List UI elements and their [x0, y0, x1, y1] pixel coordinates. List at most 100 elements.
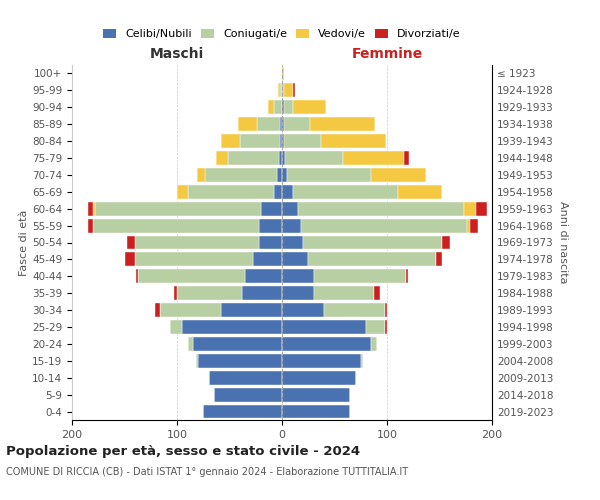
- Bar: [361, 354, 363, 368]
- Bar: [282, 117, 284, 131]
- Legend: Celibi/Nubili, Coniugati/e, Vedovi/e, Divorziati/e: Celibi/Nubili, Coniugati/e, Vedovi/e, Di…: [99, 24, 465, 44]
- Bar: [467, 218, 470, 232]
- Bar: [282, 337, 371, 351]
- Bar: [216, 151, 229, 165]
- Bar: [135, 252, 253, 266]
- Bar: [385, 303, 387, 317]
- Bar: [282, 185, 293, 198]
- Bar: [88, 202, 93, 215]
- Bar: [310, 117, 376, 131]
- Bar: [324, 303, 385, 317]
- Bar: [245, 270, 282, 283]
- Bar: [282, 270, 314, 283]
- Bar: [261, 202, 282, 215]
- Bar: [321, 134, 386, 148]
- Bar: [229, 151, 279, 165]
- Bar: [285, 151, 343, 165]
- Bar: [314, 270, 406, 283]
- Bar: [282, 202, 298, 215]
- Bar: [280, 117, 282, 131]
- Bar: [282, 66, 284, 80]
- Text: Femmine: Femmine: [352, 48, 422, 62]
- Bar: [188, 185, 274, 198]
- Bar: [253, 252, 282, 266]
- Bar: [197, 168, 205, 182]
- Bar: [221, 303, 282, 317]
- Bar: [257, 117, 280, 131]
- Bar: [278, 84, 280, 98]
- Bar: [282, 320, 366, 334]
- Bar: [406, 270, 408, 283]
- Bar: [174, 286, 177, 300]
- Bar: [284, 100, 293, 114]
- Bar: [298, 202, 464, 215]
- Bar: [198, 354, 282, 368]
- Bar: [284, 84, 293, 98]
- Bar: [135, 236, 259, 250]
- Bar: [282, 354, 361, 368]
- Bar: [259, 236, 282, 250]
- Bar: [136, 270, 138, 283]
- Bar: [282, 84, 284, 98]
- Bar: [476, 202, 487, 215]
- Bar: [293, 185, 398, 198]
- Bar: [314, 286, 374, 300]
- Bar: [284, 117, 310, 131]
- Bar: [284, 134, 321, 148]
- Bar: [293, 84, 295, 98]
- Bar: [366, 320, 385, 334]
- Bar: [127, 236, 135, 250]
- Bar: [282, 404, 350, 418]
- Bar: [279, 151, 282, 165]
- Bar: [303, 236, 442, 250]
- Bar: [205, 168, 277, 182]
- Bar: [301, 218, 467, 232]
- Bar: [170, 320, 182, 334]
- Bar: [203, 404, 282, 418]
- Bar: [308, 252, 436, 266]
- Y-axis label: Anni di nascita: Anni di nascita: [557, 201, 568, 284]
- Bar: [398, 185, 442, 198]
- Bar: [268, 100, 274, 114]
- Bar: [193, 337, 282, 351]
- Bar: [277, 168, 282, 182]
- Bar: [177, 185, 187, 198]
- Bar: [160, 303, 221, 317]
- Text: Maschi: Maschi: [150, 48, 204, 62]
- Y-axis label: Fasce di età: Fasce di età: [19, 210, 29, 276]
- Bar: [293, 100, 326, 114]
- Bar: [442, 236, 450, 250]
- Bar: [343, 151, 404, 165]
- Bar: [242, 286, 282, 300]
- Bar: [95, 202, 261, 215]
- Bar: [282, 218, 301, 232]
- Bar: [155, 303, 160, 317]
- Text: Popolazione per età, sesso e stato civile - 2024: Popolazione per età, sesso e stato civil…: [6, 445, 360, 458]
- Bar: [214, 388, 282, 402]
- Bar: [93, 202, 95, 215]
- Bar: [259, 218, 282, 232]
- Bar: [282, 388, 350, 402]
- Bar: [238, 117, 257, 131]
- Bar: [464, 202, 476, 215]
- Bar: [282, 100, 284, 114]
- Bar: [287, 168, 371, 182]
- Bar: [436, 252, 442, 266]
- Bar: [138, 270, 245, 283]
- Bar: [282, 236, 303, 250]
- Bar: [196, 354, 198, 368]
- Bar: [282, 134, 284, 148]
- Bar: [282, 168, 287, 182]
- Bar: [404, 151, 409, 165]
- Bar: [371, 337, 377, 351]
- Bar: [282, 371, 355, 384]
- Bar: [470, 218, 478, 232]
- Bar: [177, 286, 242, 300]
- Bar: [385, 320, 387, 334]
- Bar: [209, 371, 282, 384]
- Text: COMUNE DI RICCIA (CB) - Dati ISTAT 1° gennaio 2024 - Elaborazione TUTTITALIA.IT: COMUNE DI RICCIA (CB) - Dati ISTAT 1° ge…: [6, 467, 408, 477]
- Bar: [282, 286, 314, 300]
- Bar: [88, 218, 93, 232]
- Bar: [187, 337, 193, 351]
- Bar: [282, 303, 324, 317]
